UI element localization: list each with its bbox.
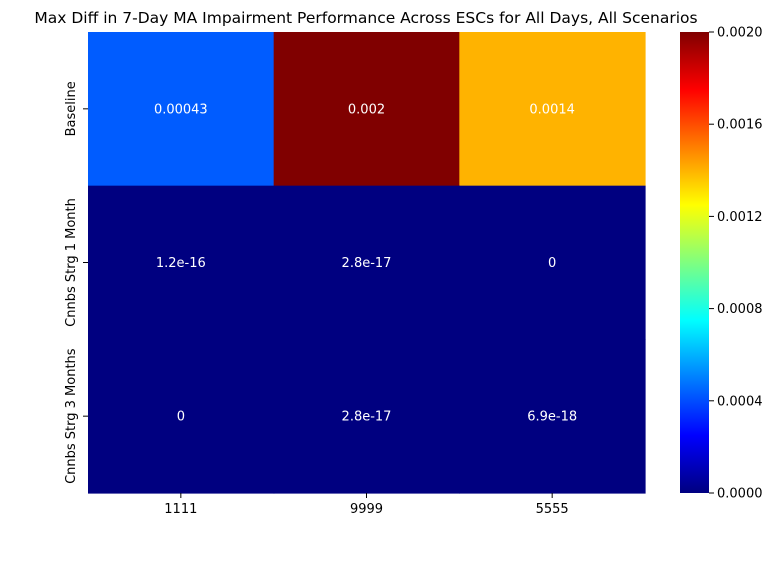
heatmap-cell <box>273 32 460 187</box>
cell-label: 0 <box>548 256 556 271</box>
colorbar-tick-label: 0.0000 <box>717 487 763 502</box>
heatmap-cell <box>88 32 275 187</box>
colorbar: 0.0000 0.0004 0.0008 0.0012 0.0016 0.0020 <box>680 26 763 502</box>
cell-annotations: 0.00043 0.002 0.0014 1.2e-16 2.8e-17 0 0 2.8e-1… <box>154 102 577 424</box>
chart-title: Max Diff in 7-Day MA Impairment Performa… <box>34 9 697 27</box>
colorbar-tick-label: 0.0008 <box>717 302 763 317</box>
y-axis: Baseline Cnnbs Strg 1 Month Cnnbs Strg 3 M… <box>64 81 88 484</box>
cell-label: 6.9e-18 <box>527 410 577 425</box>
cell-label: 0.002 <box>348 102 385 117</box>
y-tick-label: Baseline <box>64 81 79 136</box>
x-tick-label: 9999 <box>350 502 383 517</box>
heatmap-cell <box>459 339 646 494</box>
cell-label: 2.8e-17 <box>342 410 392 425</box>
cell-label: 0 <box>177 410 185 425</box>
x-axis: 1111 9999 5555 <box>164 493 569 517</box>
heatmap-cell <box>88 339 275 494</box>
heatmap-cell <box>273 339 460 494</box>
cell-label: 0.00043 <box>154 102 208 117</box>
heatmap-cells <box>88 32 646 494</box>
x-tick-label: 5555 <box>536 502 569 517</box>
colorbar-tick-label: 0.0004 <box>717 394 763 409</box>
colorbar-tick-label: 0.0012 <box>717 210 763 225</box>
y-tick-label: Cnnbs Strg 1 Month <box>64 198 79 327</box>
cell-label: 0.0014 <box>529 102 575 117</box>
colorbar-tick-label: 0.0016 <box>717 118 763 133</box>
heatmap-cell <box>459 185 646 340</box>
cell-label: 2.8e-17 <box>342 256 392 271</box>
colorbar-tick-label: 0.0020 <box>717 26 763 41</box>
x-tick-label: 1111 <box>164 502 197 517</box>
heatmap-cell <box>88 185 275 340</box>
heatmap-cell <box>273 185 460 340</box>
heatmap-cell <box>459 32 646 187</box>
colorbar-gradient <box>680 32 709 493</box>
cell-label: 1.2e-16 <box>156 256 206 271</box>
y-tick-label: Cnnbs Strg 3 Months <box>64 348 79 484</box>
